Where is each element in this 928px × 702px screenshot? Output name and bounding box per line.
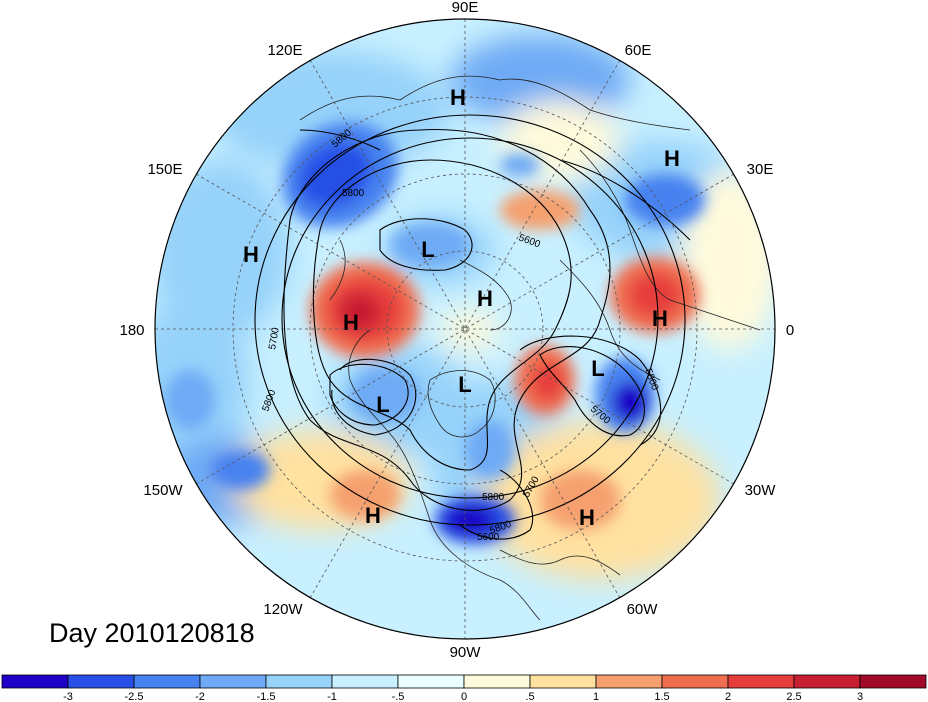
pressure-center-marker: H	[450, 85, 466, 110]
pressure-center-labels: H H H L H H H L L L H H	[243, 85, 680, 530]
lon-30w-label: 30W	[745, 482, 777, 499]
contour-label: 5700	[267, 326, 282, 350]
lon-120e-label: 120E	[267, 42, 302, 59]
lon-180-label: 180	[119, 322, 144, 339]
height-contours	[254, 114, 691, 540]
colorbar-swatch	[397, 674, 465, 689]
colorbar-tick-label: -1	[327, 691, 337, 702]
lon-60e-label: 60E	[625, 42, 652, 59]
colorbar-tick-label: 2.5	[786, 691, 801, 702]
colorbar-swatch	[133, 674, 201, 689]
polar-stereographic-map: 90E 60E 30E 0 30W 60W 90W 120W 150W 180 …	[119, 0, 794, 661]
pressure-center-marker: L	[421, 237, 434, 262]
pressure-center-marker: L	[458, 372, 471, 397]
lon-90w-label: 90W	[450, 644, 482, 661]
colorbar-swatch	[199, 674, 267, 689]
colorbar-tick-label: -.5	[392, 691, 405, 702]
colorbar-tick-label: -1.5	[257, 691, 276, 702]
colorbar-tick-label: 1.5	[654, 691, 669, 702]
lon-60w-label: 60W	[627, 601, 659, 618]
pressure-center-marker: H	[664, 146, 680, 171]
pressure-center-marker: H	[579, 505, 595, 530]
colorbar-swatch	[1, 674, 69, 689]
pressure-center-marker: H	[243, 242, 259, 267]
colorbar-swatch	[331, 674, 399, 689]
pressure-center-marker: H	[477, 286, 493, 311]
lon-30e-label: 30E	[747, 161, 774, 178]
lon-150e-label: 150E	[147, 161, 182, 178]
colorbar-swatch	[661, 674, 729, 689]
colorbar-tick-label: 2	[725, 691, 731, 702]
colorbar-swatch	[793, 674, 861, 689]
colorbar-tick-label: .5	[525, 691, 534, 702]
contour-label: 5800	[342, 188, 365, 199]
colorbar-tick-label: -2.5	[125, 691, 144, 702]
colorbar-tick-label: 1	[593, 691, 599, 702]
colorbar-tick-label: 0	[461, 691, 467, 702]
lon-90e-label: 90E	[452, 0, 479, 16]
anomaly-field	[155, 19, 775, 639]
coastlines	[299, 75, 761, 621]
pressure-center-marker: H	[365, 503, 381, 528]
pressure-center-marker: H	[652, 306, 668, 331]
colorbar-swatch	[529, 674, 597, 689]
colorbar-tick-label: -3	[63, 691, 73, 702]
colorbar: -3 -2.5 -2 -1.5 -1 -.5 0 .5 1 1.5 2 2.5 3	[1, 674, 927, 702]
contour-label: 5800	[482, 492, 505, 503]
contour-label: 5600	[477, 532, 500, 543]
plot-title: Day 2010120818	[49, 618, 255, 648]
pressure-center-marker: L	[376, 392, 389, 417]
longitude-labels: 90E 60E 30E 0 30W 60W 90W 120W 150W 180 …	[119, 0, 794, 661]
pressure-center-marker: L	[591, 356, 604, 381]
colorbar-swatch	[463, 674, 531, 689]
colorbar-swatch	[859, 674, 927, 689]
graticule	[155, 19, 775, 639]
map-boundary	[154, 18, 776, 640]
colorbar-swatch	[727, 674, 795, 689]
colorbar-swatch	[265, 674, 333, 689]
colorbar-tick-label: -2	[195, 691, 205, 702]
lon-120w-label: 120W	[263, 601, 303, 618]
pressure-center-marker: H	[343, 310, 359, 335]
lon-150w-label: 150W	[143, 482, 183, 499]
colorbar-swatch	[595, 674, 663, 689]
colorbar-swatch	[67, 674, 135, 689]
lon-0-label: 0	[786, 322, 794, 339]
colorbar-tick-label: 3	[857, 691, 863, 702]
